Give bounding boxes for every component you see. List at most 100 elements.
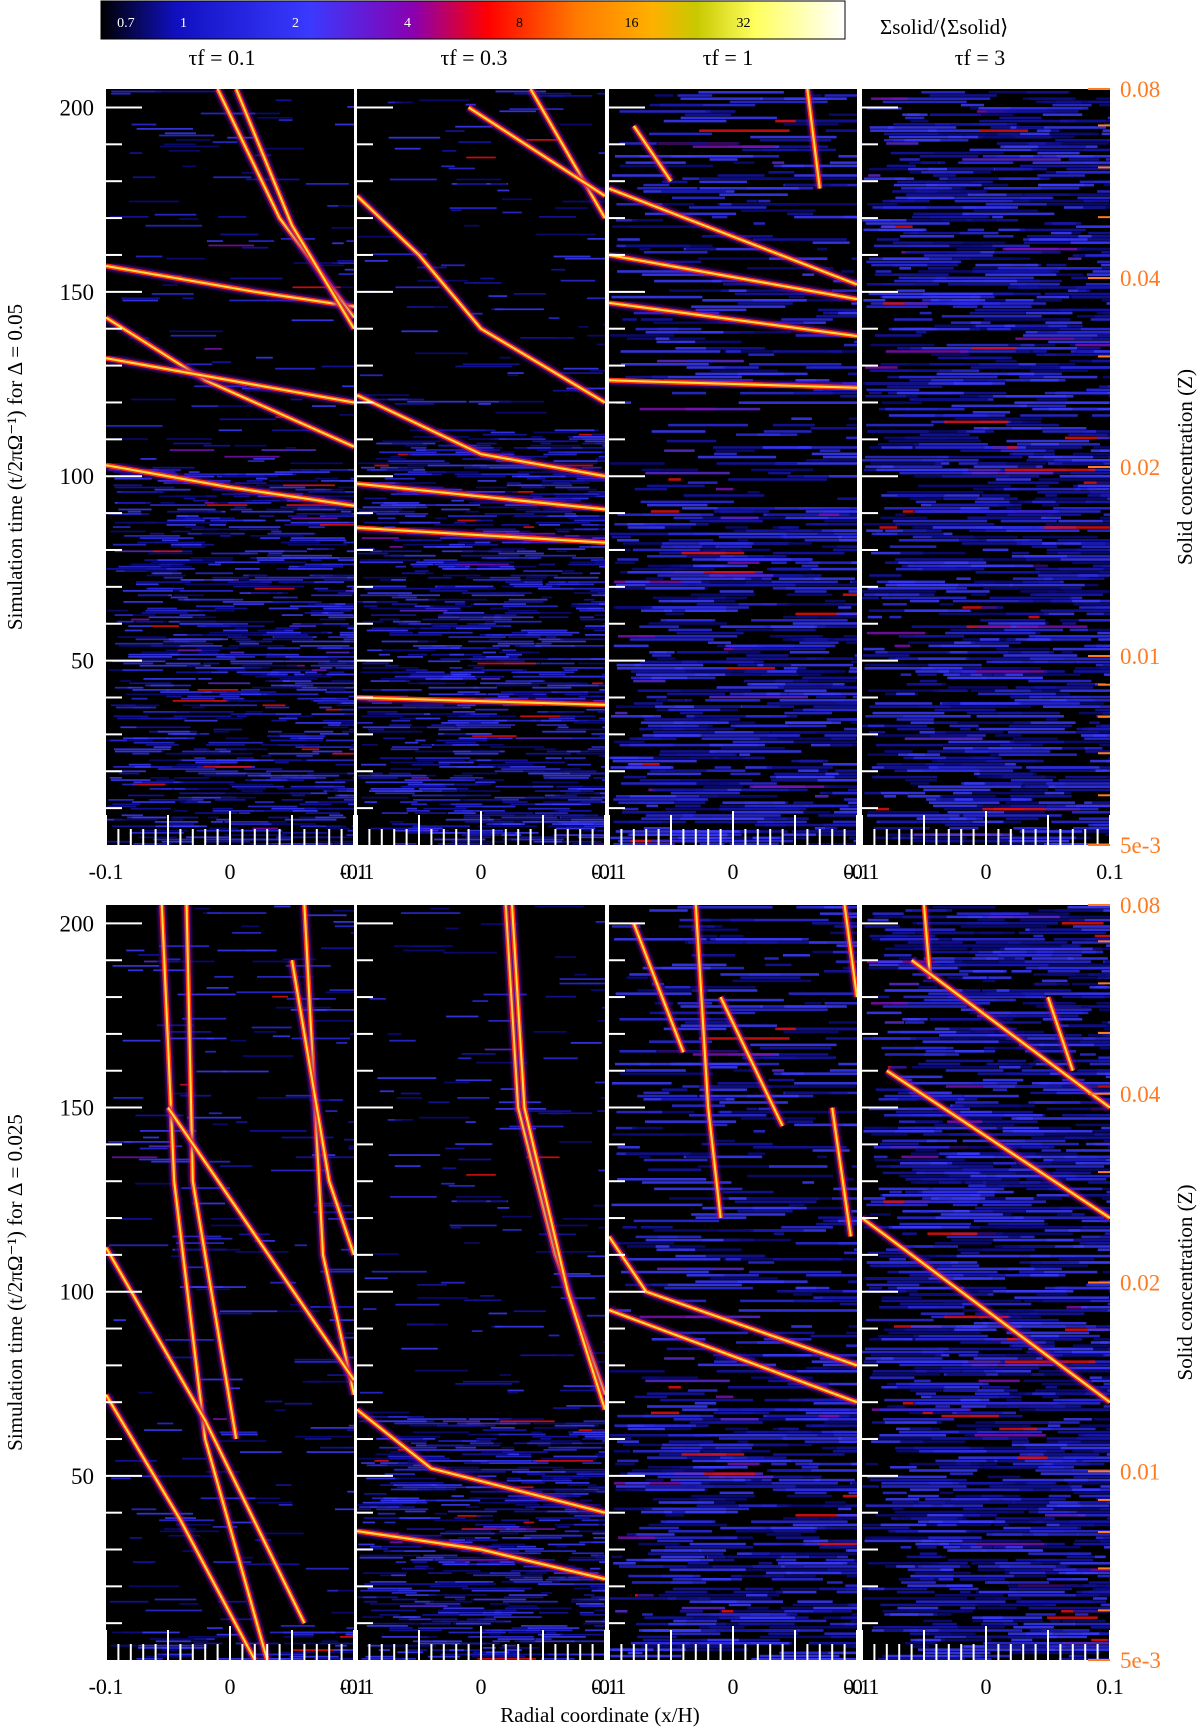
x-tick-label: 0.1	[843, 1674, 871, 1699]
filament-core	[609, 187, 857, 286]
y-tick-label: 50	[71, 1464, 94, 1489]
right-tick-label: 0.08	[1120, 77, 1160, 102]
y-tick-label: 50	[71, 649, 94, 674]
x-tick-label: 0	[981, 1674, 992, 1699]
x-tick-label: 0.1	[1096, 1674, 1124, 1699]
x-tick-label: 0	[476, 859, 487, 884]
filament-core	[511, 905, 605, 1410]
column-title-tau-1: τf = 1	[703, 45, 754, 70]
x-tick-marks	[356, 811, 606, 845]
x-tick-marks	[608, 811, 858, 845]
filament-core	[235, 89, 354, 330]
y-tick-label: 200	[60, 911, 95, 936]
x-tick-label: 0.1	[340, 859, 368, 884]
filament-core	[609, 379, 857, 389]
colorbar-ticks: 0.7 1 2 4 8 16 32	[117, 16, 750, 31]
x-tick-label: 0.1	[340, 1674, 368, 1699]
filament-core	[185, 905, 238, 1440]
colorbar-tick-label: 0.7	[117, 16, 135, 31]
x-tick-label: -0.1	[89, 1674, 124, 1699]
x-tick-label: 0	[981, 859, 992, 884]
right-tick-label: 0.02	[1120, 455, 1160, 480]
right-tick-label: 5e-3	[1120, 1648, 1161, 1673]
filament-core	[886, 1069, 1110, 1219]
heatmap-panel: -0.1 0 0.1	[89, 905, 368, 1699]
filament-core	[843, 905, 857, 998]
filament-core	[806, 89, 821, 189]
y-axis-label: Simulation time (t/2πΩ⁻¹) for Δ = 0.025	[3, 1114, 27, 1451]
filament-core	[1047, 996, 1074, 1072]
colorbar-tick-label: 2	[292, 16, 299, 31]
filament-core	[357, 195, 605, 404]
heatmap-panel: -0.1 0 0.1	[340, 89, 619, 884]
filament-core	[923, 905, 932, 979]
x-tick-label: -0.1	[592, 859, 627, 884]
background-texture	[862, 91, 1110, 845]
filament-core	[106, 265, 354, 308]
filament-core	[106, 357, 354, 404]
filament-core	[357, 482, 605, 511]
x-tick-label: 0	[225, 1674, 236, 1699]
heatmap-panel: -0.1 0 0.1	[340, 905, 619, 1699]
x-tick-label: 0	[728, 1674, 739, 1699]
x-tick-label: 0.1	[591, 859, 619, 884]
y-tick-label: 100	[60, 464, 95, 489]
x-tick-marks	[356, 1626, 606, 1660]
filament-core	[831, 1107, 852, 1237]
colorbar: 0.7 1 2 4 8 16 32	[100, 0, 846, 40]
colorbar-tick-label: 32	[736, 16, 750, 31]
y-tick-marks	[609, 922, 645, 1625]
column-title-tau-0-3: τf = 0.3	[440, 45, 507, 70]
x-tick-label: 0	[225, 859, 236, 884]
x-tick-label: 0	[476, 1674, 487, 1699]
filament-core	[357, 1530, 605, 1580]
right-tick-label: 5e-3	[1120, 833, 1161, 858]
filament-core	[529, 89, 605, 219]
right-tick-marks	[1088, 904, 1110, 1661]
filament-core	[291, 960, 354, 1256]
x-tick-label: 0	[728, 859, 739, 884]
panel-row-2: -0.1 0 0.1-0.1 0 0.1-0.1 0 0.1-0.1 0 0.15e-30.01…	[3, 893, 1197, 1699]
right-axis-label: Solid concentration (Z)	[1173, 1185, 1197, 1381]
x-tick-label: -0.1	[340, 859, 375, 884]
filament-core	[468, 106, 605, 197]
filament-core	[911, 959, 1110, 1109]
y-tick-marks	[609, 106, 645, 810]
filament-core	[357, 526, 605, 544]
filament-core	[632, 923, 685, 1053]
filament-core	[303, 905, 354, 1396]
background-texture	[357, 90, 605, 845]
panel-rows: -0.1 0 0.1-0.1 0 0.1-0.1 0 0.1-0.1 0 0.15e-30.01…	[3, 77, 1197, 1699]
x-tick-label: -0.1	[89, 859, 124, 884]
colorbar-tick-label: 8	[516, 16, 523, 31]
y-tick-label: 150	[60, 1096, 95, 1121]
heatmap-panel: -0.1 0 0.1	[89, 89, 368, 884]
filament-core	[862, 1217, 1110, 1404]
right-tick-label: 0.01	[1120, 1459, 1160, 1484]
heatmap-panel: -0.1 0 0.1	[592, 905, 871, 1699]
x-tick-marks	[861, 811, 1111, 845]
background-texture	[357, 905, 605, 1660]
right-axis-label: Solid concentration (Z)	[1173, 369, 1197, 565]
x-tick-label: -0.1	[592, 1674, 627, 1699]
colorbar-tick-label: 4	[404, 16, 411, 31]
filament-core	[609, 301, 857, 338]
x-tick-label: -0.1	[845, 1674, 880, 1699]
filament-core	[632, 125, 672, 182]
x-tick-label: 0.1	[1096, 859, 1124, 884]
colorbar-tick-label: 1	[180, 16, 187, 31]
right-tick-label: 0.01	[1120, 644, 1160, 669]
background-texture	[609, 91, 857, 845]
heatmap-panel: -0.1 0 0.1	[592, 89, 871, 884]
y-tick-marks	[357, 922, 393, 1625]
colorbar-tick-label: 16	[624, 16, 638, 31]
filament-core	[357, 696, 605, 706]
y-tick-label: 200	[60, 95, 95, 120]
x-tick-label: -0.1	[845, 859, 880, 884]
x-tick-label: -0.1	[340, 1674, 375, 1699]
y-tick-label: 150	[60, 280, 95, 305]
colorbar-label: Σsolid/⟨Σsolid⟩	[880, 15, 1008, 39]
filament-core	[160, 905, 269, 1660]
filament-core	[357, 1408, 605, 1514]
